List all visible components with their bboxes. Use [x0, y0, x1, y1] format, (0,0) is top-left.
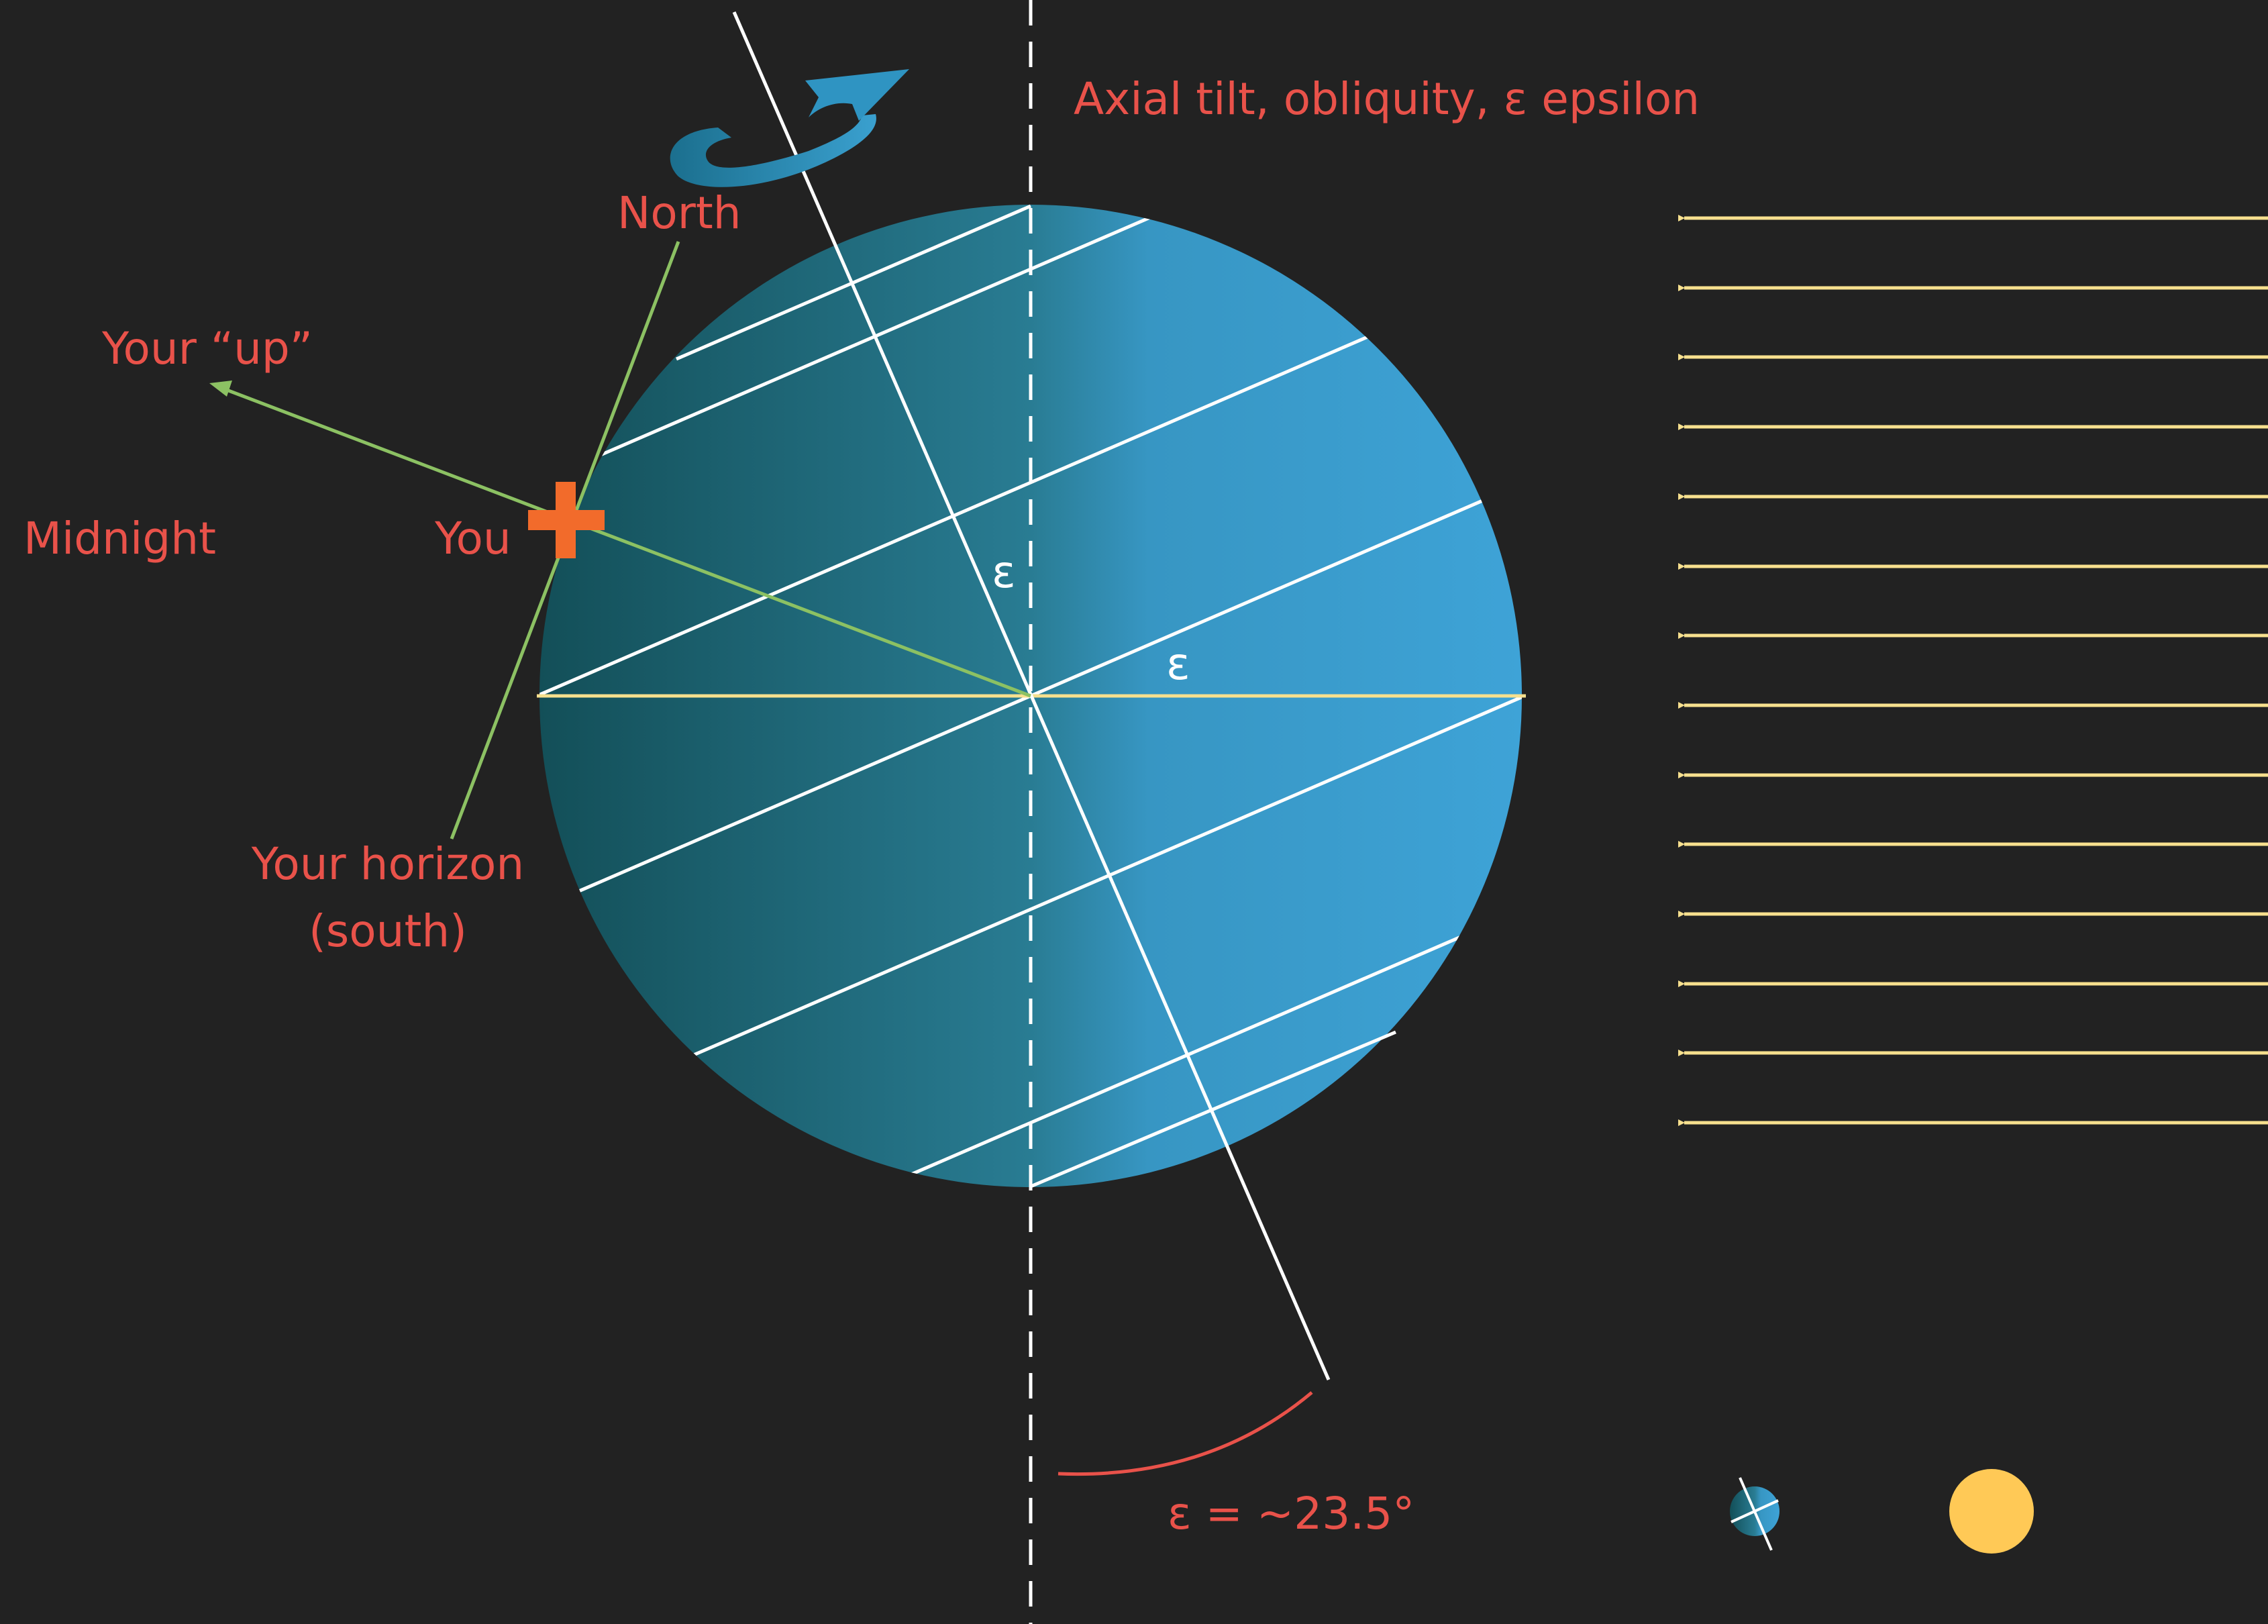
your-up-label: Your “up”	[101, 323, 313, 374]
your-horizon-label: Your horizon	[251, 838, 524, 890]
your-up-arrowhead	[209, 380, 232, 397]
latitude-line-bottom	[1030, 1030, 1396, 1188]
your-up-line	[215, 384, 1031, 698]
epsilon-axis-label: ε	[992, 546, 1016, 598]
latitude-line-3	[539, 694, 1522, 1125]
epsilon-equator-label: ε	[1166, 638, 1190, 690]
tilt-angle-arc	[1058, 1391, 1313, 1476]
latitude-line-top	[676, 204, 1031, 361]
midnight-label: Midnight	[23, 513, 216, 564]
axial-tilt-label: Axial tilt, obliquity, ε epsilon	[1074, 73, 1700, 125]
plus-marker-icon	[528, 482, 605, 558]
your-horizon-south-label: (south)	[309, 905, 467, 957]
epsilon-value-label: ε = ~23.5°	[1168, 1488, 1414, 1539]
latitude-line-5	[539, 907, 1522, 1187]
north-label: North	[617, 187, 741, 239]
rotation-axis	[732, 11, 1331, 1380]
sunlight-rays	[1678, 215, 2268, 1126]
you-label: You	[434, 513, 511, 564]
sun-icon	[1949, 1469, 2034, 1554]
mini-earth-icon	[1730, 1477, 1780, 1551]
curved-rotation-arrow-icon	[670, 69, 909, 187]
